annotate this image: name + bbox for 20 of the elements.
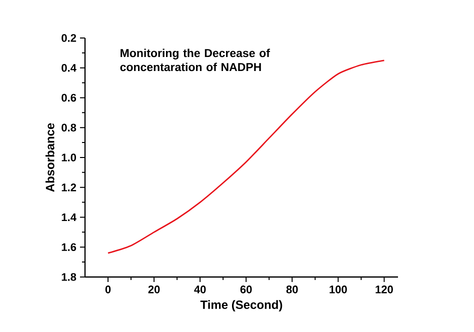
- y-tick-label: 0.6: [62, 94, 76, 102]
- y-tick-label: 0.8: [62, 124, 76, 132]
- x-tick-label: 80: [286, 286, 298, 294]
- x-tick-label: 120: [376, 286, 393, 294]
- y-axis-title: Absorbance: [46, 123, 54, 192]
- line-series: [107, 60, 385, 254]
- x-axis-title: Time (Second): [200, 300, 282, 312]
- y-tick-label: 1.0: [62, 154, 76, 162]
- text: Monitoring the Decrease of concentaration of NADPH: [120, 48, 270, 72]
- x-tick-label: 100: [330, 286, 347, 294]
- x-tick-label: 20: [148, 286, 160, 294]
- y-tick-label: 0.2: [62, 34, 76, 42]
- y-tick-label: 1.8: [62, 273, 76, 281]
- y-tick-label: 0.4: [62, 64, 76, 72]
- x-tick-label: 40: [194, 286, 206, 294]
- y-tick-label: 1.4: [62, 213, 76, 222]
- x-tick-label: 60: [240, 286, 252, 294]
- y-tick-label: 1.6: [62, 243, 76, 252]
- y-tick-label: 1.2: [62, 184, 76, 192]
- x-tick-label: 0: [105, 286, 111, 294]
